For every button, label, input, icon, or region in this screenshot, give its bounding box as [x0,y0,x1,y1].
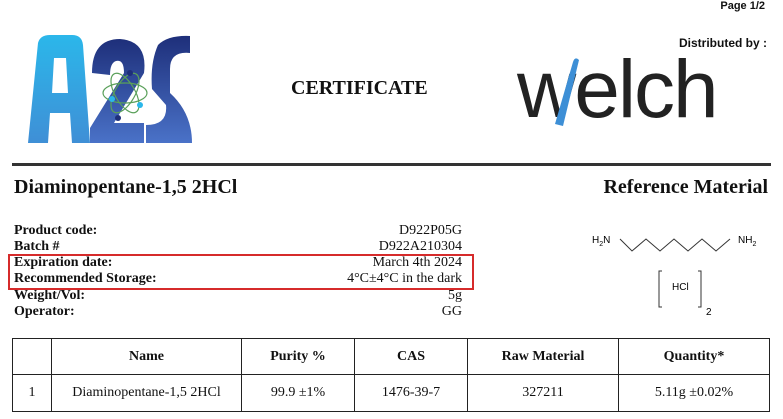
amine-right-label: NH2 [738,235,756,248]
cell-name: Diaminopentane-1,5 2HCl [51,374,242,412]
info-value: 5g [448,288,462,303]
highlight-box [8,254,474,290]
cell-index: 1 [12,374,52,412]
info-label: Batch # [14,239,60,254]
info-value: 4°C±4°C in the dark [347,271,462,286]
info-row-expiration: Expiration date: March 4th 2024 [14,255,462,271]
cell-raw-material: 327211 [467,374,619,412]
hcl-label: HCl [672,282,689,293]
brackets [658,270,702,308]
info-label: Weight/Vol: [14,288,86,303]
chemical-structure: H2N NH2 HCl 2 [592,235,756,315]
header-divider [12,163,771,166]
table-header-row: Name Purity % CAS Raw Material Quantity* [12,338,770,375]
info-row-product-code: Product code: D922P05G [14,223,462,239]
cell-quantity: 5.11g ±0.02% [618,374,770,412]
product-name: Diaminopentane-1,5 2HCl [14,176,238,198]
certificate-title: CERTIFICATE [291,77,428,99]
header-purity: Purity % [241,338,355,375]
info-label: Expiration date: [14,255,113,270]
info-row-storage: Recommended Storage: 4°C±4°C in the dark [14,271,462,287]
info-row-weight: Weight/Vol: 5g [14,288,462,304]
info-label: Operator: [14,304,75,319]
welch-logo: welch [516,52,719,132]
cell-purity: 99.9 ±1% [241,374,355,412]
distributed-by-label: Distributed by : [678,36,767,50]
header-name: Name [51,338,242,375]
info-label: Recommended Storage: [14,271,157,286]
header-cas: CAS [354,338,468,375]
header-index [12,338,52,375]
table-row: 1 Diaminopentane-1,5 2HCl 99.9 ±1% 1476-… [12,374,770,412]
carbon-chain [619,238,731,252]
reference-material-label: Reference Material [603,176,768,198]
svg-text:welch: welch [516,52,717,132]
cell-cas: 1476-39-7 [354,374,468,412]
composition-table: Name Purity % CAS Raw Material Quantity*… [12,338,770,412]
a2s-logo [28,35,192,144]
info-label: Product code: [14,223,98,238]
info-value: GG [441,304,462,319]
info-value: D922A210304 [378,239,462,254]
info-value: D922P05G [398,223,462,238]
page-number: Page 1/2 [720,0,765,12]
info-row-batch: Batch # D922A210304 [14,239,462,255]
hcl-count: 2 [706,307,712,315]
info-row-operator: Operator: GG [14,304,462,320]
info-value: March 4th 2024 [372,255,462,270]
header-quantity: Quantity* [618,338,770,375]
amine-left-label: H2N [592,235,610,248]
header-raw-material: Raw Material [467,338,619,375]
